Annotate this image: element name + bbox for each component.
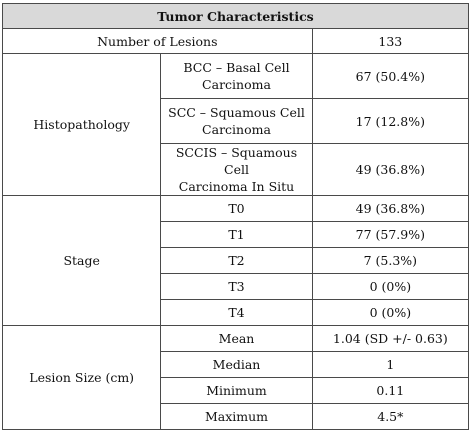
lesion-size-stat: Maximum <box>160 403 313 430</box>
stage-value: 0 (0%) <box>311 273 470 300</box>
stage-value: 7 (5.3%) <box>311 247 470 274</box>
table-row: T3 0 (0%) <box>3 273 470 300</box>
stage-name: T2 <box>160 247 313 274</box>
table-title: Tumor Characteristics <box>2 3 469 29</box>
stage-value: 0 (0%) <box>311 299 470 326</box>
table-row: T2 7 (5.3%) <box>3 247 470 274</box>
table-row: Stage T0 49 (36.8%) <box>1 195 470 326</box>
tumor-characteristics-table: Tumor Characteristics Number of Lesions … <box>1 3 470 430</box>
type-line-1: BCC – Basal Cell <box>183 60 290 75</box>
lesions-label: Number of Lesions <box>2 28 313 54</box>
table-row: Median 1 <box>3 351 470 378</box>
table-row: Number of Lesions 133 <box>2 28 470 54</box>
lesion-size-label: Lesion Size (cm) <box>1 325 162 430</box>
lesion-size-stat: Median <box>160 351 313 378</box>
stage-value: 77 (57.9%) <box>311 221 470 248</box>
histopathology-type: SCC – Squamous Cell Carcinoma <box>160 98 313 144</box>
table-title-row: Tumor Characteristics <box>2 3 469 29</box>
lesion-size-value: 1 <box>311 351 470 378</box>
type-line-1: SCC – Squamous Cell <box>168 105 305 120</box>
table-row: Minimum 0.11 <box>3 377 470 404</box>
histopathology-value: 49 (36.8%) <box>311 143 470 196</box>
stage-name: T1 <box>160 221 313 248</box>
type-line-2: Carcinoma <box>202 122 271 137</box>
lesion-size-stat: Minimum <box>160 377 313 404</box>
lesions-value: 133 <box>311 28 470 54</box>
lesion-size-value: 1.04 (SD +/- 0.63) <box>311 325 470 352</box>
stage-name: T4 <box>160 299 313 326</box>
table-row: Lesion Size (cm) Mean 1.04 (SD +/- 0.63) <box>1 325 470 430</box>
stage-name: T3 <box>160 273 313 300</box>
table-row: SCCIS – Squamous Cell Carcinoma In Situ 4… <box>3 143 470 196</box>
table-row: T4 0 (0%) <box>3 299 470 326</box>
table-row: T1 77 (57.9%) <box>3 221 470 248</box>
table-row: SCC – Squamous Cell Carcinoma 17 (12.8%) <box>3 98 470 144</box>
histopathology-value: 17 (12.8%) <box>311 98 470 144</box>
type-line-1: SCCIS – Squamous Cell <box>175 145 298 177</box>
stage-label: Stage <box>1 195 162 326</box>
lesion-size-value: 4.5* <box>311 403 470 430</box>
histopathology-type: SCCIS – Squamous Cell Carcinoma In Situ <box>160 143 313 196</box>
type-line-2: Carcinoma <box>202 77 271 92</box>
lesion-size-value: 0.11 <box>311 377 470 404</box>
table-row: Maximum 4.5* <box>3 403 470 430</box>
lesion-size-stat: Mean <box>160 325 313 352</box>
histopathology-type: BCC – Basal Cell Carcinoma <box>160 53 313 99</box>
table-row: Histopathology BCC – Basal Cell Carcinoma… <box>1 53 470 196</box>
type-line-2: Carcinoma In Situ <box>178 179 295 194</box>
histopathology-label: Histopathology <box>1 53 162 196</box>
histopathology-value: 67 (50.4%) <box>311 53 470 99</box>
stage-name: T0 <box>160 195 313 222</box>
stage-value: 49 (36.8%) <box>311 195 470 222</box>
